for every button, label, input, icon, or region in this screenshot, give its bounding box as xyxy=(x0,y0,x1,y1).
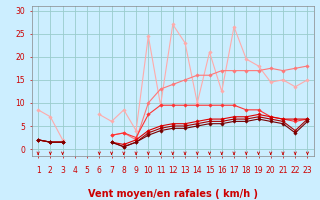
X-axis label: Vent moyen/en rafales ( km/h ): Vent moyen/en rafales ( km/h ) xyxy=(88,189,258,199)
